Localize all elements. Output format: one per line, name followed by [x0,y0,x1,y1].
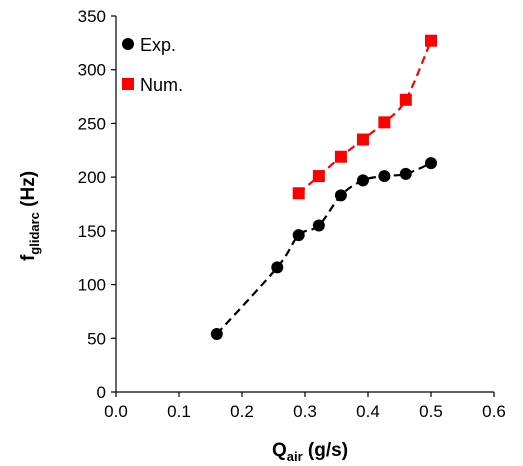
y-tick-label: 150 [78,222,106,241]
y-tick-label: 350 [78,7,106,26]
point-num [425,34,437,47]
x-tick-label: 0.6 [482,402,506,421]
point-exp [312,219,325,232]
y-tick-label: 300 [78,61,106,80]
x-tick-label: 0.5 [419,402,443,421]
y-tick-label: 250 [78,114,106,133]
point-exp [210,327,223,340]
point-exp [271,261,284,274]
trendline-exp [215,162,432,335]
x-tick-label: 0.1 [167,402,191,421]
x-tick-label: 0.4 [356,402,380,421]
y-tick-label: 50 [87,329,106,348]
legend-label: Exp. [140,35,176,55]
y-tick-label: 100 [78,276,106,295]
y-tick-label: 0 [97,383,106,402]
point-num [292,187,305,200]
data-points [210,34,437,340]
point-exp [378,170,391,183]
x-tick-label: 0.0 [104,402,128,421]
y-tick-label: 200 [78,168,106,187]
legend-marker [122,78,134,90]
point-exp [356,174,369,187]
tick-labels: 0.0 0.1 0.2 0.3 0.4 0.5 0.6 0 50 100 150 200 250 300 3… [78,7,506,421]
x-tick-label: 0.3 [293,402,317,421]
y-axis-label: fglidarc (Hz) [18,171,42,261]
legend: Exp. Num. [122,35,183,95]
point-num [356,133,369,146]
trendlines [215,40,433,335]
point-num [378,116,391,129]
point-num [399,93,412,106]
point-exp [334,189,347,202]
point-exp [425,157,437,170]
legend-label: Num. [140,75,183,95]
x-tick-label: 0.2 [230,402,254,421]
legend-marker [122,38,134,50]
axes [111,15,495,397]
point-num [312,170,325,183]
point-exp [399,167,412,180]
point-num [334,150,347,163]
point-exp [292,229,305,242]
x-axis-label: Qair (g/s) [272,440,348,464]
